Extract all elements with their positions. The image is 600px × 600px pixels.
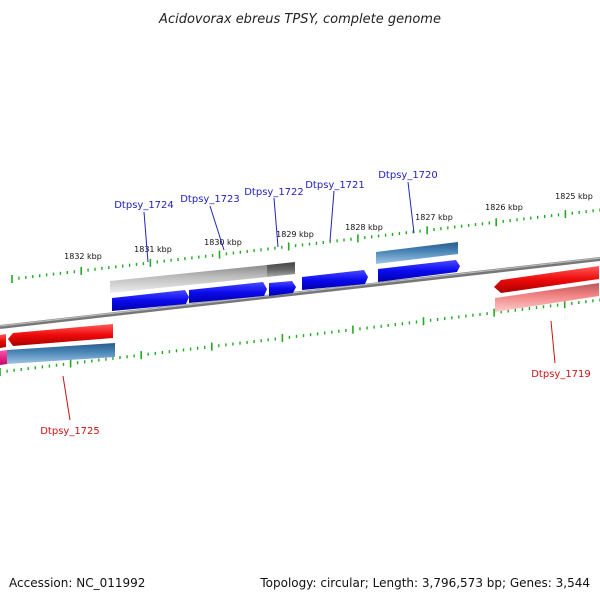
cds-arrow-reverse[interactable]: [8, 324, 113, 346]
scale-label: 1828 kbp: [345, 223, 383, 232]
pink-feature[interactable]: [495, 283, 599, 312]
topology-label: Topology: circular; Length: 3,796,573 bp…: [260, 576, 590, 590]
scale-label: 1826 kbp: [485, 203, 523, 212]
cds-reverse-row: [0, 266, 599, 348]
gene-labels-forward: Dtpsy_1724 Dtpsy_1723 Dtpsy_1722 Dtpsy_1…: [114, 170, 438, 211]
cds-arrow-reverse[interactable]: [0, 334, 6, 348]
gene-label[interactable]: Dtpsy_1719: [531, 369, 591, 380]
gene-label[interactable]: Dtpsy_1722: [244, 187, 304, 198]
accession-label: Accession: NC_011992: [9, 576, 146, 590]
scale-ticks-forward: [11, 208, 600, 283]
scale-ticks-reverse: [0, 298, 600, 376]
feature-row-upper: [110, 242, 458, 293]
steel-feature[interactable]: [376, 242, 458, 264]
gene-label[interactable]: Dtpsy_1725: [40, 426, 100, 437]
scale-label: 1832 kbp: [64, 252, 102, 261]
gene-label[interactable]: Dtpsy_1721: [305, 180, 365, 191]
cds-arrow-forward[interactable]: [269, 281, 296, 296]
scale-label: 1825 kbp: [555, 192, 593, 201]
gene-labels-reverse: Dtpsy_1725 Dtpsy_1719: [40, 369, 591, 437]
feature-row-lower: [0, 283, 599, 365]
scale-label: 1830 kbp: [204, 238, 242, 247]
scale-label: 1829 kbp: [276, 230, 314, 239]
cds-arrow-forward[interactable]: [112, 290, 189, 311]
pseudogene-feature[interactable]: [267, 262, 295, 277]
genome-backbone: [0, 257, 600, 329]
cds-arrow-forward[interactable]: [302, 270, 368, 290]
magenta-feature[interactable]: [0, 350, 7, 365]
pseudogene-feature[interactable]: [110, 265, 267, 293]
scale-label: 1831 kbp: [134, 245, 172, 254]
cds-arrow-reverse[interactable]: [494, 266, 599, 293]
steel-feature[interactable]: [7, 343, 115, 364]
gene-label[interactable]: Dtpsy_1723: [180, 194, 240, 205]
gene-label[interactable]: Dtpsy_1720: [378, 170, 438, 181]
scale-label: 1827 kbp: [415, 213, 453, 222]
scale-labels: 1832 kbp 1831 kbp 1830 kbp 1829 kbp 1828…: [64, 192, 593, 261]
cds-forward-row: [112, 260, 460, 311]
gene-label[interactable]: Dtpsy_1724: [114, 200, 174, 211]
gene-leader-lines: [62, 181, 556, 421]
cds-arrow-forward[interactable]: [189, 282, 267, 303]
map-title: Acidovorax ebreus TPSY, complete genome: [158, 12, 441, 27]
cds-arrow-forward[interactable]: [378, 260, 460, 282]
